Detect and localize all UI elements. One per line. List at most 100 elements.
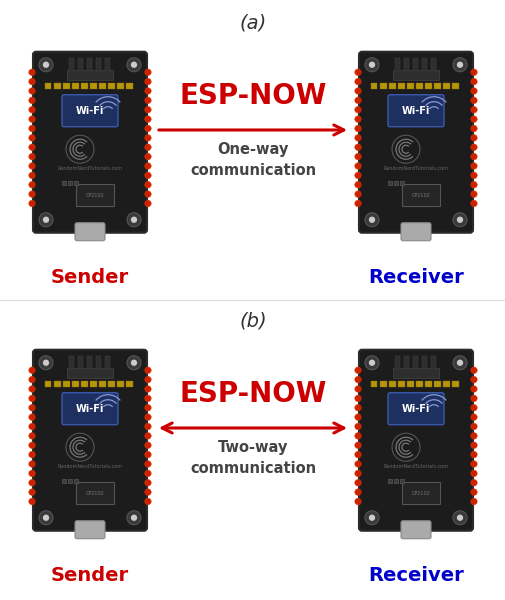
Bar (87, 356, 91, 369)
Circle shape (29, 414, 35, 421)
Bar (403, 58, 408, 71)
Bar (424, 83, 431, 89)
FancyBboxPatch shape (33, 350, 147, 531)
Bar (379, 83, 386, 89)
Bar (392, 368, 438, 378)
Circle shape (368, 62, 374, 68)
Bar (403, 356, 408, 369)
Circle shape (470, 404, 476, 411)
Circle shape (354, 470, 361, 476)
Bar (430, 58, 435, 71)
Bar (442, 83, 449, 89)
Bar (68, 479, 72, 483)
Circle shape (29, 182, 35, 188)
Bar (108, 381, 115, 387)
Bar (126, 83, 133, 89)
Text: Wi-Fi: Wi-Fi (401, 106, 429, 116)
Circle shape (43, 359, 49, 366)
Bar (54, 381, 61, 387)
Bar (388, 381, 395, 387)
Bar (63, 83, 70, 89)
Bar (96, 58, 100, 71)
Circle shape (354, 154, 361, 160)
Circle shape (470, 395, 476, 401)
Circle shape (29, 451, 35, 458)
Circle shape (354, 69, 361, 76)
Circle shape (144, 125, 151, 131)
Circle shape (144, 172, 151, 179)
Circle shape (39, 213, 53, 227)
Circle shape (127, 356, 141, 370)
Circle shape (470, 191, 476, 197)
Bar (105, 58, 110, 71)
Circle shape (354, 386, 361, 392)
Circle shape (354, 433, 361, 439)
Bar (406, 381, 413, 387)
Circle shape (144, 461, 151, 467)
Circle shape (144, 489, 151, 496)
Text: (a): (a) (239, 13, 266, 32)
Circle shape (29, 116, 35, 122)
Circle shape (354, 116, 361, 122)
Bar (399, 479, 403, 483)
FancyBboxPatch shape (387, 393, 443, 425)
Circle shape (354, 414, 361, 421)
Circle shape (354, 367, 361, 373)
Circle shape (354, 376, 361, 383)
Circle shape (29, 470, 35, 476)
Bar (442, 381, 449, 387)
Circle shape (354, 79, 361, 85)
Bar (394, 356, 399, 369)
Circle shape (144, 386, 151, 392)
Circle shape (131, 359, 137, 366)
Circle shape (354, 144, 361, 151)
Circle shape (456, 217, 462, 223)
Bar (44, 83, 52, 89)
Circle shape (354, 97, 361, 104)
Circle shape (470, 172, 476, 179)
Circle shape (29, 97, 35, 104)
Text: Wi-Fi: Wi-Fi (401, 404, 429, 414)
Circle shape (144, 423, 151, 430)
Circle shape (43, 515, 49, 521)
Circle shape (144, 498, 151, 505)
Bar (76, 184, 114, 206)
Bar (105, 356, 110, 369)
FancyBboxPatch shape (75, 223, 105, 241)
Circle shape (39, 511, 53, 525)
Circle shape (144, 88, 151, 94)
Text: RandomNerdTutorials.com: RandomNerdTutorials.com (58, 166, 122, 171)
Circle shape (364, 58, 378, 72)
Bar (451, 83, 458, 89)
Bar (72, 83, 78, 89)
Circle shape (144, 191, 151, 197)
Circle shape (144, 182, 151, 188)
Bar (69, 58, 74, 71)
Circle shape (127, 511, 141, 525)
Circle shape (29, 479, 35, 486)
Circle shape (470, 376, 476, 383)
Text: CP2102: CP2102 (85, 193, 104, 198)
Bar (393, 181, 397, 185)
Text: Sender: Sender (51, 268, 129, 287)
Circle shape (470, 433, 476, 439)
Circle shape (29, 172, 35, 179)
FancyBboxPatch shape (387, 95, 443, 127)
Bar (90, 381, 96, 387)
Text: ESP-NOW: ESP-NOW (179, 82, 326, 110)
Circle shape (29, 442, 35, 448)
Text: RandomNerdTutorials.com: RandomNerdTutorials.com (383, 464, 447, 469)
Circle shape (131, 62, 137, 68)
Bar (397, 83, 404, 89)
Circle shape (354, 125, 361, 131)
Bar (74, 479, 78, 483)
Text: Two-way
communication: Two-way communication (189, 440, 316, 476)
Bar (78, 58, 83, 71)
Circle shape (144, 163, 151, 169)
Circle shape (470, 200, 476, 206)
Circle shape (354, 395, 361, 401)
Circle shape (354, 404, 361, 411)
Circle shape (144, 433, 151, 439)
Circle shape (368, 515, 374, 521)
Bar (394, 58, 399, 71)
